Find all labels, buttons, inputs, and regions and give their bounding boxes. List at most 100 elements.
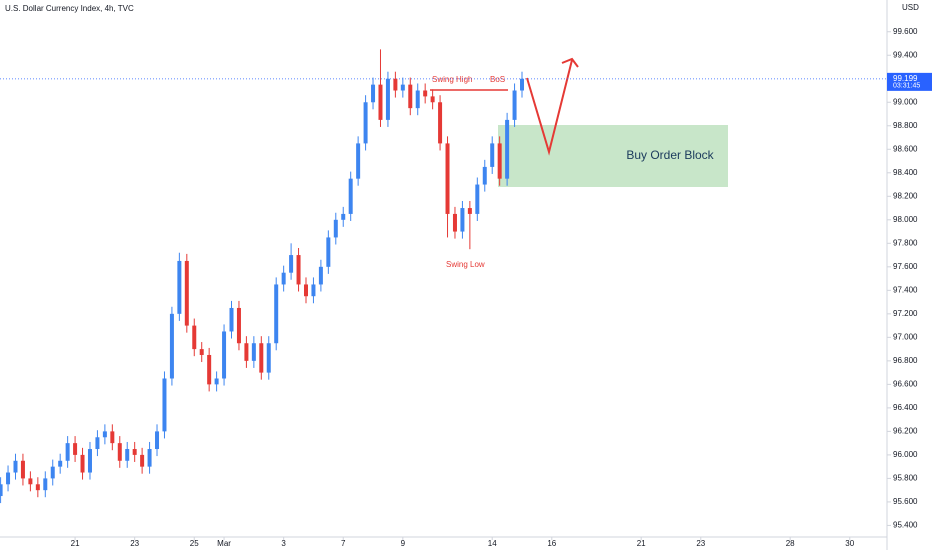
y-tick-label: 99.000 [893,97,918,106]
candle-body [80,454,85,473]
candle-body [318,266,323,285]
candle-body [229,307,234,332]
candle-body [222,331,227,379]
y-tick-label: 96.800 [893,356,918,365]
candle-body [110,431,115,444]
candle-body [13,460,18,473]
y-tick-label: 97.200 [893,309,918,318]
order-block-label: Buy Order Block [626,148,714,162]
candle-body [274,284,279,344]
y-tick-label: 98.400 [893,168,918,177]
candle-body [415,90,420,109]
candle-body [393,78,398,91]
order-block-zone [498,125,728,187]
candle-body [482,166,487,185]
candle-body [244,343,249,361]
candle-body [385,78,390,120]
candle-body [326,237,331,267]
candle-body [147,449,152,467]
candle-body [28,478,33,485]
candle-body [169,313,174,379]
candle-body [296,255,301,285]
x-tick-label: 7 [341,539,346,548]
candle-body [50,466,55,479]
candle-body [162,378,167,432]
candle-body [73,443,78,455]
candle-body [512,90,517,120]
candle-body [199,349,204,355]
x-tick-label: 23 [130,539,139,548]
candle-body [259,343,264,373]
x-tick-label: Mar [217,539,231,548]
candle-body [311,284,316,297]
candle-body [132,449,137,455]
y-tick-label: 98.600 [893,144,918,153]
candle-body [125,449,130,461]
y-tick-label: 96.200 [893,426,918,435]
candle-body [281,272,286,285]
candle-body [348,178,353,214]
candle-body [423,90,428,97]
candle-body [505,119,510,179]
last-price-box [887,72,932,91]
y-tick-label: 97.800 [893,238,918,247]
candle-body [408,84,413,109]
candle-body [177,260,182,314]
candle-body [95,437,100,450]
candle-body [192,325,197,350]
candle-body [333,219,338,238]
candle-body [303,284,308,297]
swing-low-label: Swing Low [446,260,485,269]
candle-body [356,143,361,179]
x-tick-label: 21 [71,539,80,548]
x-tick-label: 28 [786,539,795,548]
y-tick-label: 98.200 [893,191,918,200]
x-tick-label: 25 [190,539,199,548]
candle-body [490,143,495,167]
x-tick-label: 3 [281,539,286,548]
y-tick-label: 98.800 [893,121,918,130]
y-tick-label: 97.600 [893,262,918,271]
candle-body [430,96,435,103]
x-tick-label: 23 [696,539,705,548]
projection-arrow [526,59,573,156]
countdown-label: 03:31:45 [893,83,920,90]
candle-body [266,343,271,373]
arrow-head [561,57,579,68]
y-tick-label: 96.000 [893,450,918,459]
candle-body [452,213,457,232]
candle-body [207,354,212,385]
candle-body [6,472,11,485]
candle-body [400,84,405,91]
candle-body [102,431,107,438]
chart-title: U.S. Dollar Currency Index, 4h, TVC [5,4,134,13]
y-tick-label: 95.600 [893,497,918,506]
x-tick-label: 16 [547,539,556,548]
candle-body [438,102,443,144]
candle-body [445,143,450,214]
y-tick-label: 99.600 [893,27,918,36]
candle-body [65,443,70,461]
candle-body [140,454,145,467]
candle-body [460,208,465,232]
candle-body [20,460,25,479]
y-tick-label: 95.800 [893,474,918,483]
candle-body [363,102,368,144]
candle-body [520,78,525,91]
candle-body [214,378,219,385]
x-tick-label: 9 [401,539,406,548]
candle-body [251,343,256,361]
candle-body [184,260,189,326]
candle-body [236,307,241,344]
candle-body [35,484,40,491]
candle-body [43,478,48,491]
y-tick-label: 96.600 [893,379,918,388]
x-tick-label: 30 [845,539,854,548]
candle-body [87,449,92,473]
y-tick-label: 97.000 [893,332,918,341]
candle-body [341,213,346,220]
y-tick-label: 96.400 [893,403,918,412]
candle-body [467,208,472,214]
candle-body [497,143,502,179]
